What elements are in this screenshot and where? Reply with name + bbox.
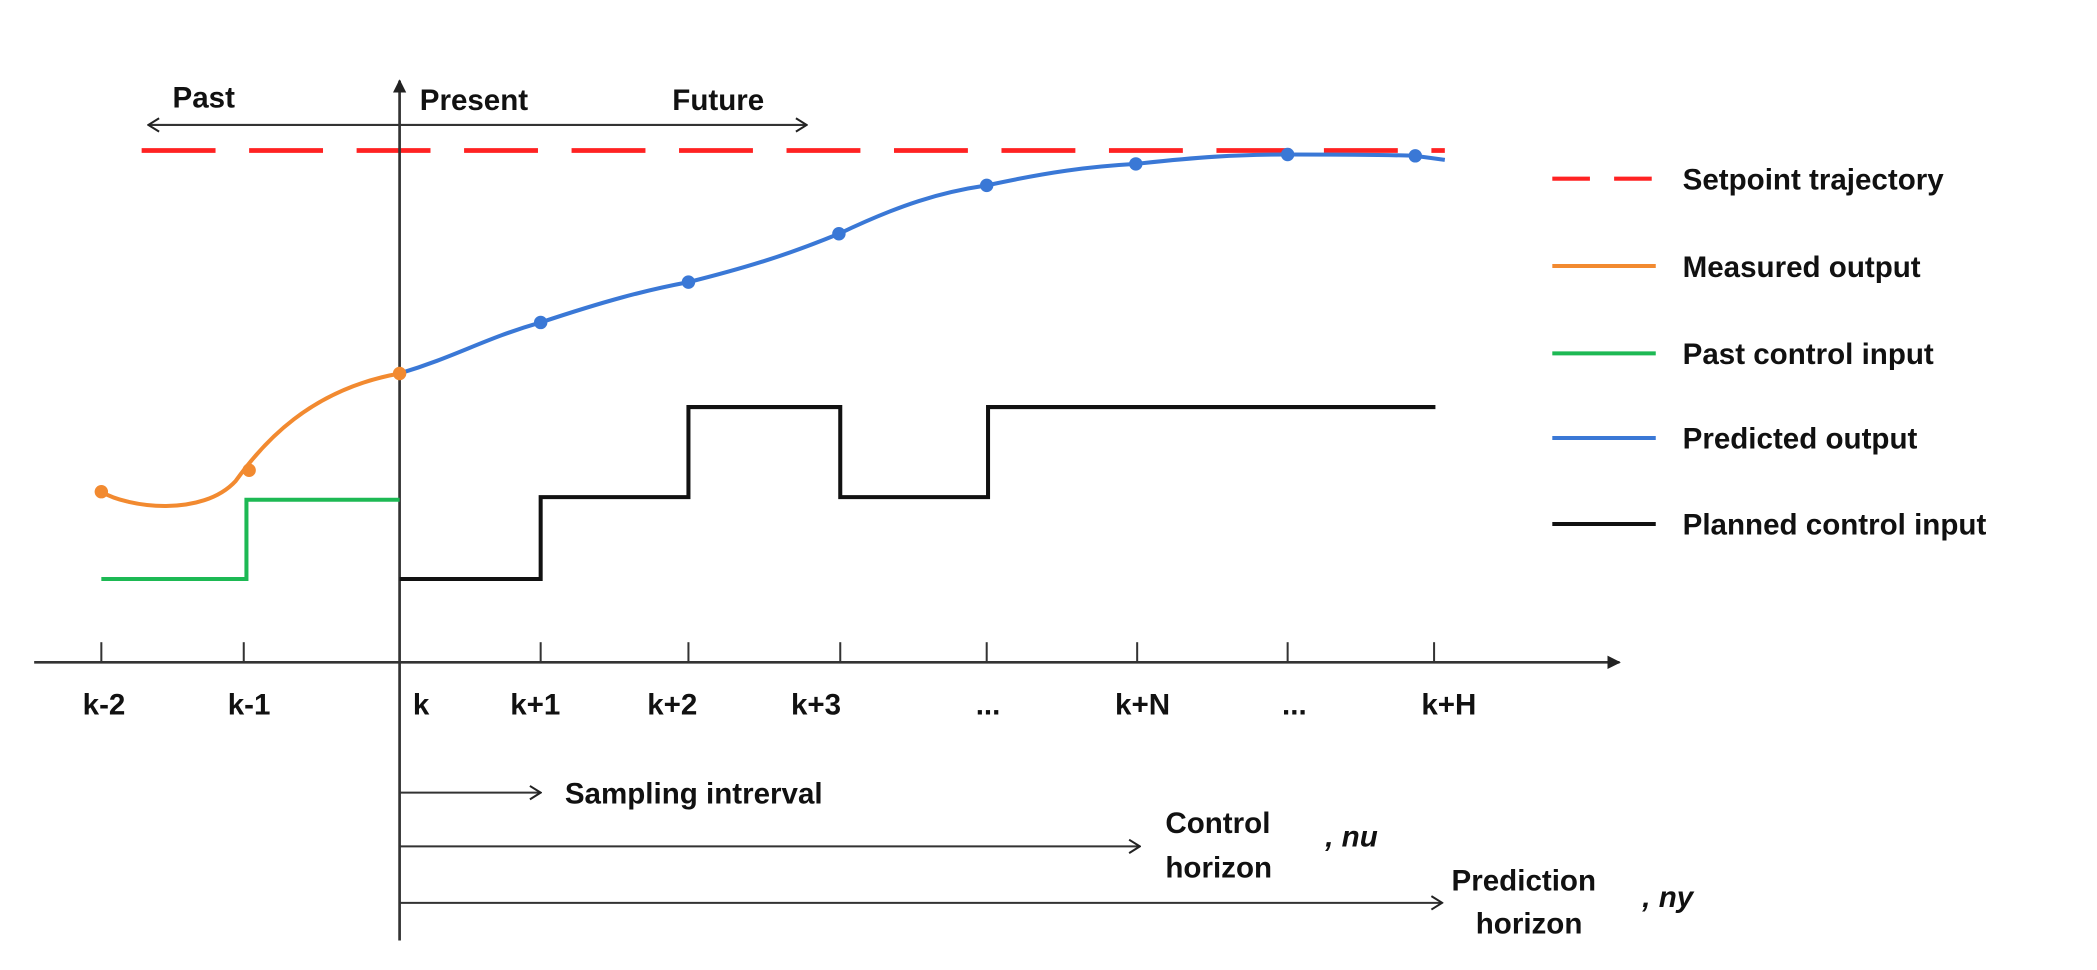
predicted-output-point bbox=[533, 315, 548, 330]
x-tick-label: k+3 bbox=[791, 689, 841, 722]
x-tick-label: ... bbox=[976, 689, 1001, 722]
x-tick-label: k+2 bbox=[647, 689, 697, 722]
legend-label: Setpoint trajectory bbox=[1683, 163, 1945, 196]
predicted-output-point bbox=[1280, 147, 1295, 162]
measured-output-point bbox=[242, 463, 256, 477]
x-tick-label: k bbox=[413, 689, 430, 722]
sampling-interval-label: Sampling intrerval bbox=[565, 777, 823, 810]
predicted-output-point bbox=[979, 178, 994, 193]
predicted-output-point bbox=[681, 275, 696, 289]
legend: Setpoint trajectory Measured output Past c… bbox=[1552, 163, 1987, 542]
control-horizon-symbol: , nu bbox=[1324, 820, 1378, 853]
predicted-output-point bbox=[1129, 157, 1143, 171]
legend-label: Planned control input bbox=[1683, 509, 1987, 542]
measured-output-curve bbox=[100, 371, 400, 508]
past-label: Past bbox=[173, 81, 236, 114]
x-tick-label: k+H bbox=[1421, 689, 1476, 722]
control-horizon-label-1: Control bbox=[1165, 807, 1270, 840]
legend-label: Past control input bbox=[1683, 338, 1934, 371]
predicted-output-point bbox=[1408, 149, 1422, 163]
measured-output-point bbox=[392, 366, 407, 381]
prediction-horizon-label-1: Prediction bbox=[1452, 865, 1596, 898]
control-horizon-label-2: horizon bbox=[1165, 851, 1272, 884]
x-tick-label: k-2 bbox=[83, 689, 126, 722]
future-label: Future bbox=[672, 84, 764, 117]
prediction-horizon-symbol: , ny bbox=[1641, 881, 1694, 914]
x-tick-label: k+N bbox=[1115, 689, 1170, 722]
measured-output-point bbox=[94, 485, 109, 499]
predicted-output-point bbox=[832, 227, 846, 241]
x-tick-label: ... bbox=[1282, 689, 1307, 722]
planned-control-input-line bbox=[399, 405, 1436, 582]
prediction-horizon-label-2: horizon bbox=[1476, 908, 1583, 941]
past-control-input-line bbox=[101, 497, 400, 582]
x-tick-label: k+1 bbox=[510, 689, 560, 722]
present-label: Present bbox=[420, 84, 529, 117]
legend-label: Measured output bbox=[1683, 251, 1921, 284]
x-tick-label: k-1 bbox=[228, 689, 271, 722]
predicted-output-curve bbox=[399, 152, 1446, 376]
legend-label: Predicted output bbox=[1683, 423, 1918, 456]
